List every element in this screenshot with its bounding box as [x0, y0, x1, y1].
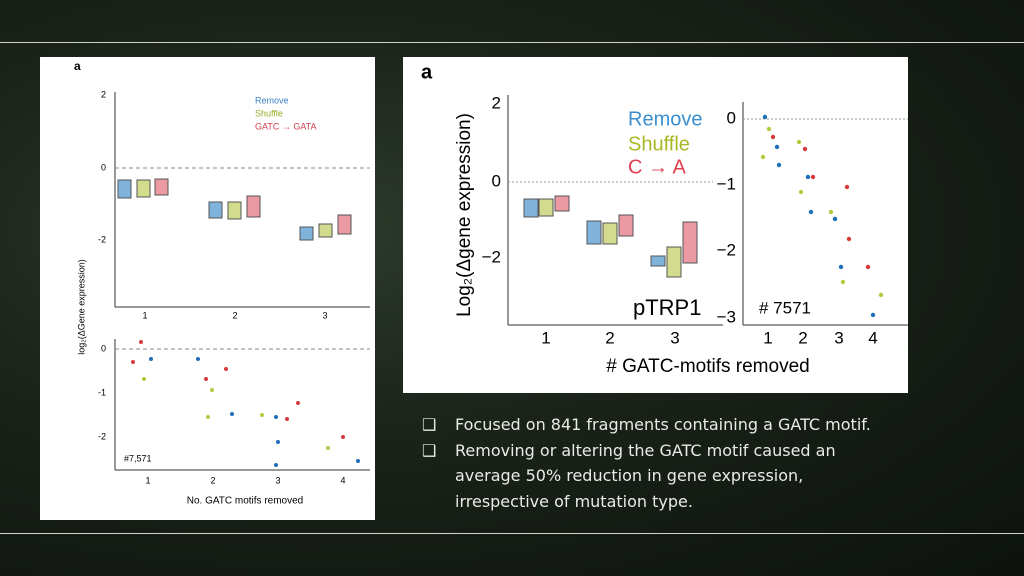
y-tick-label: −2 — [482, 247, 501, 266]
legend-entry: Shuffle — [255, 108, 283, 118]
y-axis-label: Log₂(Δgene expression) — [454, 113, 475, 317]
bullet-icon: ❑ — [422, 440, 437, 460]
x-tick-label: 2 — [605, 328, 614, 347]
x-tick-label: 3 — [275, 475, 280, 485]
x-tick-label: 4 — [340, 475, 345, 485]
x-tick-label: 1 — [142, 310, 147, 320]
boxes — [117, 178, 352, 241]
construct-label: pTRP1 — [633, 295, 701, 320]
legend-entry: Remove — [628, 108, 702, 130]
top-rule — [0, 42, 1024, 43]
x-tick-label: 1 — [541, 328, 550, 347]
right-figure-svg: a 2 0 −2 1 2 3 Remove Shuffle C → A pTRP… — [421, 61, 908, 377]
bullet-list: ❑ Focused on 841 fragments containing a G… — [422, 412, 902, 514]
legend-entry: Remove — [255, 95, 289, 105]
y-tick-label: 0 — [101, 162, 106, 172]
legend-entry: GATC → GATA — [255, 121, 317, 131]
dots — [760, 114, 884, 318]
y-tick-label: -2 — [98, 234, 106, 244]
bottom-plot: 0 -1 -2 1 2 3 4 #7,571 — [98, 339, 370, 485]
boxes — [523, 195, 698, 278]
annotation: # 7571 — [759, 298, 811, 317]
top-plot: 2 0 -2 1 2 3 Remove Shuffle GATC → GATA — [98, 89, 370, 320]
x-tick-label: 1 — [763, 328, 772, 347]
x-tick-label: 3 — [322, 310, 327, 320]
right-figure: a 2 0 −2 1 2 3 Remove Shuffle C → A pTRP… — [403, 57, 908, 393]
right-plot: 0 −1 −2 −3 1 2 3 4 # 7571 — [717, 102, 908, 347]
legend-entry: Shuffle — [628, 133, 690, 155]
y-tick-label: −2 — [717, 240, 736, 259]
bullet-icon: ❑ — [422, 415, 437, 434]
x-tick-label: 2 — [798, 328, 807, 347]
x-tick-label: 4 — [868, 328, 877, 347]
annotation: #7,571 — [124, 453, 152, 463]
bullet-item: ❑ Focused on 841 fragments containing a G… — [422, 412, 902, 438]
bullet-text: Removing or altering the GATC motif caus… — [455, 440, 836, 511]
y-tick-label: 0 — [101, 343, 106, 353]
panel-label: a — [421, 61, 433, 83]
legend-entry: C → A — [628, 156, 686, 178]
y-tick-label: −3 — [717, 307, 736, 326]
y-tick-label: 0 — [727, 108, 736, 127]
x-tick-label: 3 — [834, 328, 843, 347]
bullet-item: ❑ Removing or altering the GATC motif cau… — [422, 438, 902, 515]
y-tick-label: -2 — [98, 431, 106, 441]
x-tick-label: 1 — [145, 475, 150, 485]
x-axis-label: # GATC-motifs removed — [606, 356, 809, 377]
y-tick-label: 2 — [492, 93, 501, 112]
y-tick-label: −1 — [717, 174, 736, 193]
x-tick-label: 3 — [670, 328, 679, 347]
bottom-rule — [0, 533, 1024, 534]
y-tick-label: 2 — [101, 89, 106, 99]
left-figure: a 2 0 -2 1 2 3 Remove Shuffle GATC → GAT… — [40, 57, 375, 520]
dots — [131, 340, 360, 467]
panel-label: a — [74, 59, 81, 73]
left-figure-svg: a 2 0 -2 1 2 3 Remove Shuffle GATC → GAT… — [74, 59, 370, 507]
x-axis-label: No. GATC motifs removed — [187, 496, 304, 507]
left-plot: 2 0 −2 1 2 3 Remove Shuffle C → A pTRP1 — [482, 93, 723, 347]
y-tick-label: 0 — [492, 171, 501, 190]
bullet-text: Focused on 841 fragments containing a GA… — [455, 415, 871, 434]
x-tick-label: 2 — [210, 475, 215, 485]
y-axis-label: log₂(ΔGene expression) — [76, 259, 86, 355]
y-tick-label: -1 — [98, 387, 106, 397]
x-tick-label: 2 — [232, 310, 237, 320]
